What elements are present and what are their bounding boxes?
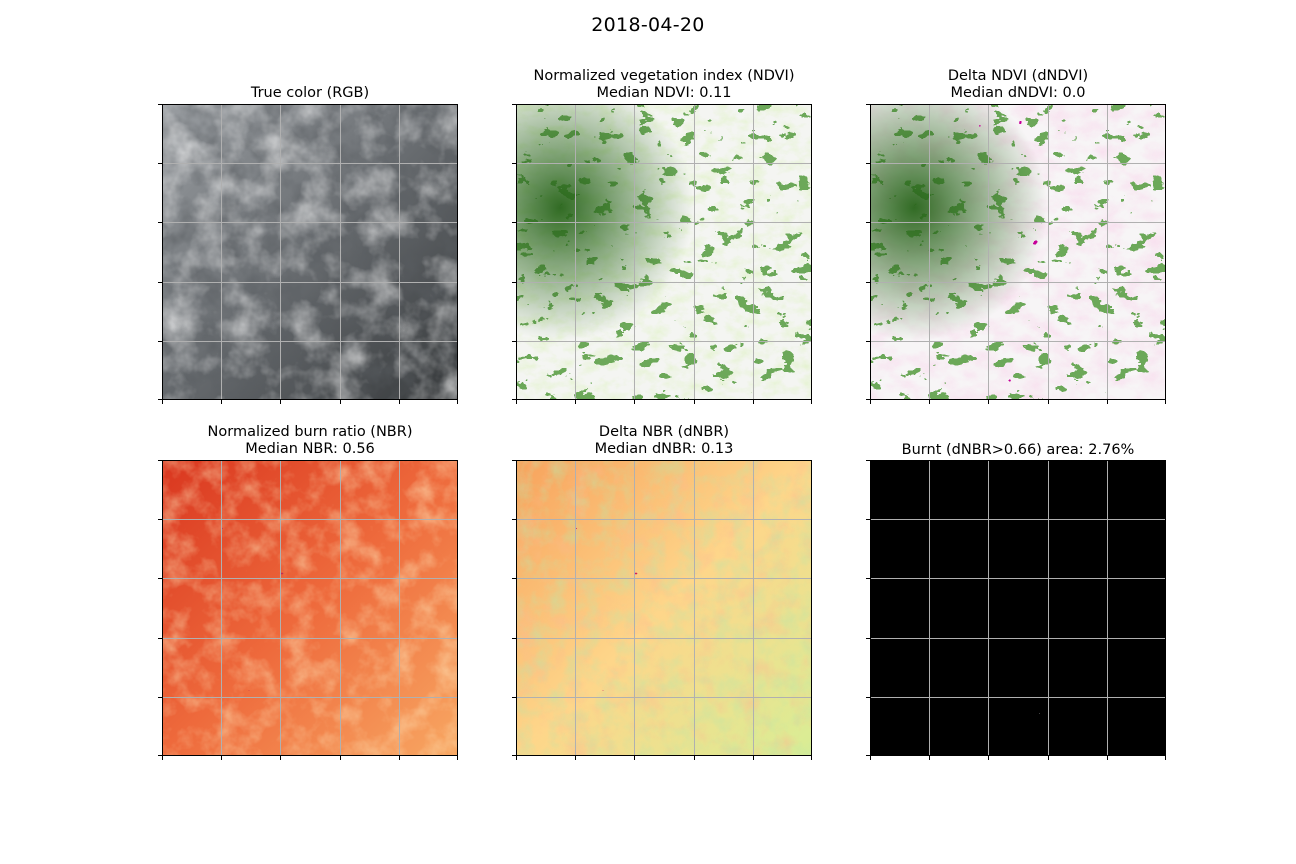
dnbr-grid: [516, 460, 812, 756]
panel-title-dnbr: Delta NBR (dNBR) Median dNBR: 0.13: [494, 424, 834, 458]
dndvi-image: [870, 104, 1166, 400]
panel-title-nbr: Normalized burn ratio (NBR) Median NBR: …: [140, 424, 480, 458]
panel-burnt: [870, 460, 1166, 756]
burnt-grid: [870, 460, 1166, 756]
panel-title-dnbr-line1: Delta NBR (dNBR): [598, 424, 730, 440]
figure-title: 2018-04-20: [591, 14, 705, 36]
rgb-grid: [162, 104, 458, 400]
panel-title-ndvi-line2: Median NDVI: 0.11: [596, 85, 732, 101]
nbr-image: [162, 460, 458, 756]
panel-title-nbr-line2: Median NBR: 0.56: [245, 441, 375, 457]
nbr-grid: [162, 460, 458, 756]
ndvi-grid: [516, 104, 812, 400]
panel-title-dndvi: Delta NDVI (dNDVI) Median dNDVI: 0.0: [848, 68, 1188, 102]
panel-title-rgb-line1: True color (RGB): [250, 85, 370, 101]
rgb-image: [162, 104, 458, 400]
dnbr-image: [516, 460, 812, 756]
panel-title-rgb: True color (RGB): [140, 85, 480, 102]
panel-title-dndvi-line1: Delta NDVI (dNDVI): [947, 68, 1089, 84]
panel-title-burnt-line1: Burnt (dNBR>0.66) area: 2.76%: [901, 442, 1135, 458]
ndvi-image: [516, 104, 812, 400]
panel-nbr: [162, 460, 458, 756]
panel-dnbr: [516, 460, 812, 756]
panel-title-nbr-line1: Normalized burn ratio (NBR): [207, 424, 413, 440]
panel-ndvi: [516, 104, 812, 400]
panel-title-dndvi-line2: Median dNDVI: 0.0: [950, 85, 1086, 101]
panel-title-ndvi: Normalized vegetation index (NDVI) Media…: [494, 68, 834, 102]
panel-rgb: [162, 104, 458, 400]
panel-title-ndvi-line1: Normalized vegetation index (NDVI): [533, 68, 795, 84]
panel-dndvi: [870, 104, 1166, 400]
panel-title-dnbr-line2: Median dNBR: 0.13: [594, 441, 734, 457]
panel-title-burnt: Burnt (dNBR>0.66) area: 2.76%: [848, 442, 1188, 459]
dndvi-grid: [870, 104, 1166, 400]
